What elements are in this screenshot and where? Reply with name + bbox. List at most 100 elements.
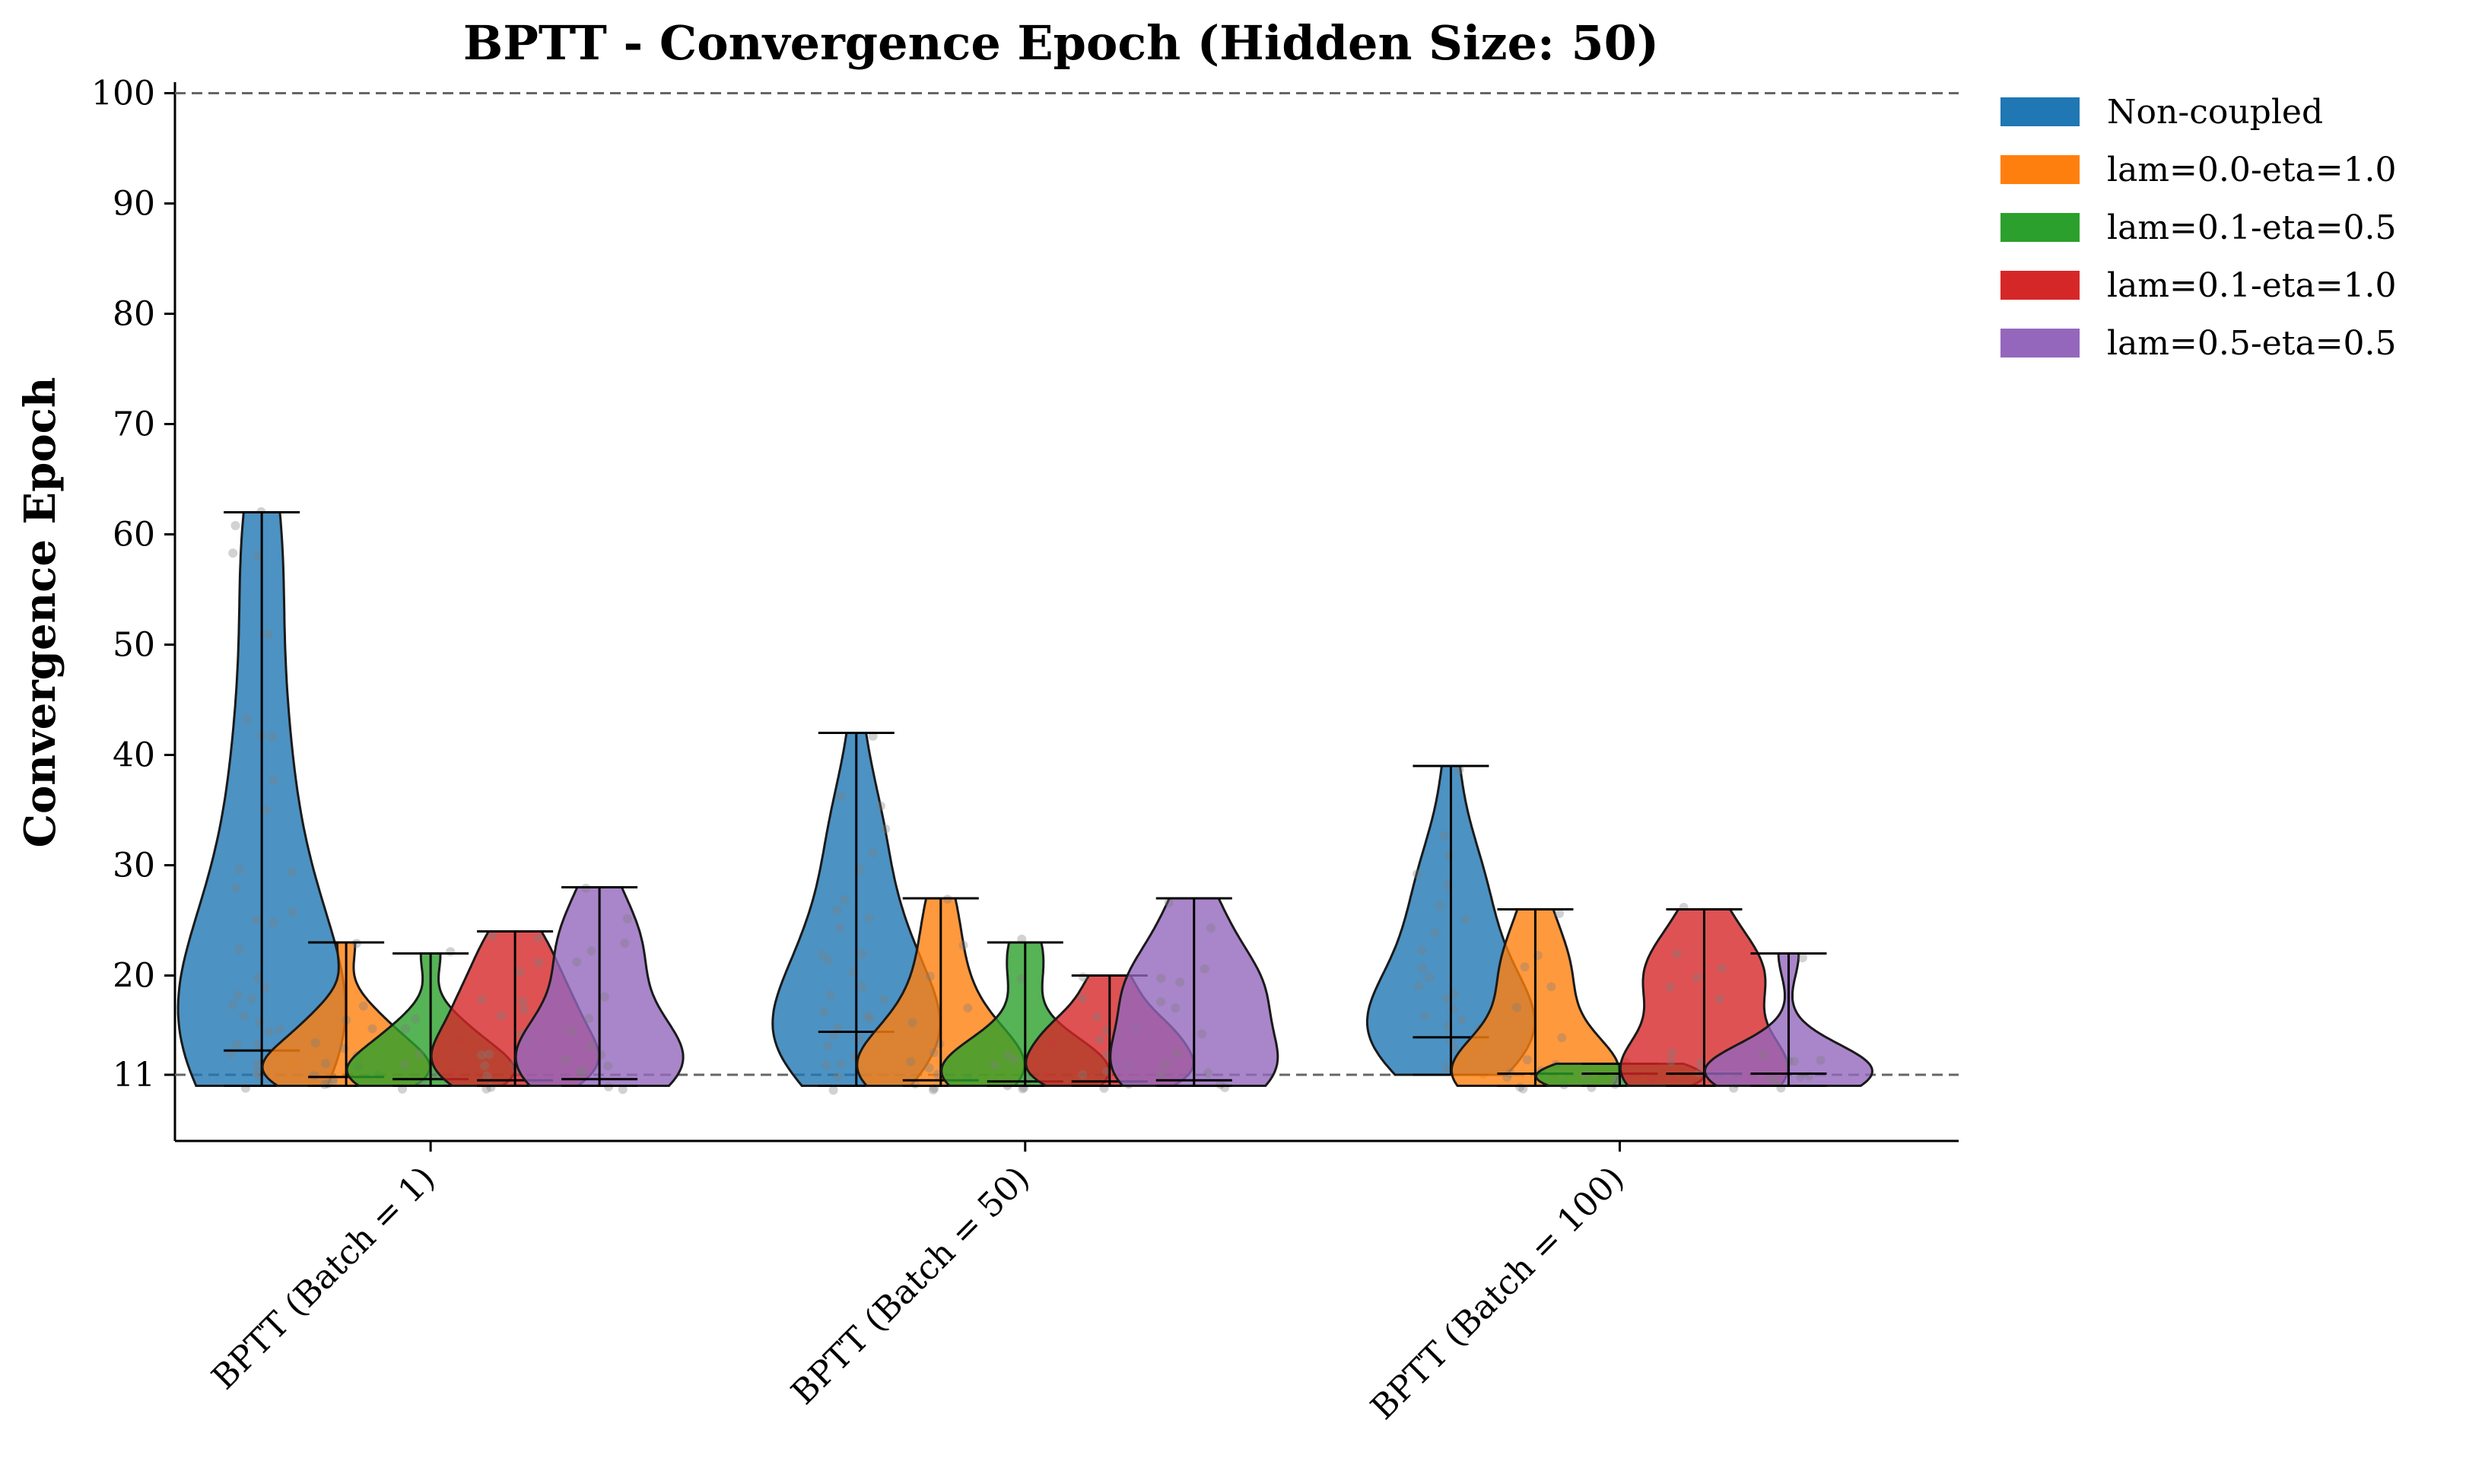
data-point	[1765, 1072, 1775, 1082]
data-point	[1413, 869, 1422, 879]
data-point	[1010, 1055, 1019, 1064]
y-tick-label: 70	[113, 405, 155, 444]
data-point	[518, 996, 528, 1006]
data-point	[864, 914, 874, 923]
data-point	[823, 955, 833, 965]
data-point	[828, 1085, 838, 1095]
data-point	[1520, 962, 1530, 972]
x-tick-label: BPTT (Batch = 50)	[784, 1159, 1038, 1413]
data-point	[255, 1017, 265, 1027]
data-point	[1789, 1057, 1799, 1066]
data-point	[1425, 972, 1435, 982]
data-point	[1759, 1050, 1768, 1059]
legend-swatch	[2000, 213, 2080, 242]
data-point	[401, 1024, 410, 1034]
data-point	[1003, 1050, 1013, 1060]
data-point	[1457, 1015, 1467, 1025]
plot-area: 11 20 30 40 50 60 70 80 90 100 BPTT (Batch = 1) BPT…	[91, 75, 1959, 1427]
data-point	[620, 939, 630, 948]
data-point	[833, 1072, 843, 1082]
data-point	[288, 907, 298, 917]
data-point	[1171, 1003, 1181, 1013]
data-point	[584, 1014, 594, 1023]
data-point	[228, 1000, 238, 1010]
data-point	[1557, 1033, 1567, 1043]
data-point	[1420, 1011, 1430, 1021]
data-point	[876, 801, 885, 811]
chart-title: BPTT - Convergence Epoch (Hidden Size: 5…	[463, 15, 1659, 71]
y-tick-label: 20	[113, 957, 155, 996]
data-point	[1157, 1069, 1167, 1079]
data-point	[1019, 1082, 1029, 1092]
data-point	[253, 1067, 262, 1077]
data-point	[1665, 982, 1675, 992]
data-point	[1444, 850, 1454, 860]
data-point	[251, 915, 261, 925]
data-point	[411, 1014, 420, 1024]
data-point	[1078, 993, 1087, 1003]
data-point	[1175, 977, 1185, 987]
data-point	[328, 1077, 338, 1087]
data-point	[1206, 923, 1216, 933]
data-point	[515, 967, 525, 977]
data-point	[488, 931, 497, 941]
data-point	[881, 824, 891, 834]
data-point	[906, 1057, 916, 1066]
data-point	[269, 917, 278, 927]
data-point	[1417, 945, 1427, 955]
data-point	[253, 1041, 263, 1050]
legend-swatch	[2000, 97, 2080, 126]
data-point	[586, 946, 596, 956]
data-point	[561, 1055, 570, 1064]
data-point	[1546, 982, 1556, 992]
data-point	[925, 971, 935, 981]
data-point	[310, 1071, 319, 1081]
data-point	[1092, 1012, 1101, 1022]
data-point	[486, 1082, 496, 1092]
data-point	[1095, 1034, 1104, 1044]
y-tick-label: 11	[113, 1056, 155, 1095]
data-point	[480, 1061, 490, 1071]
y-tick-label: 100	[91, 75, 155, 113]
data-point	[1587, 1082, 1597, 1092]
data-point	[1442, 993, 1451, 1003]
y-tick-label: 80	[113, 295, 155, 334]
data-point	[400, 1060, 410, 1069]
data-point	[1667, 1048, 1677, 1057]
data-point	[482, 1071, 492, 1081]
data-point	[907, 1018, 917, 1028]
data-point	[1717, 964, 1727, 973]
data-point	[1714, 994, 1724, 1004]
data-point	[836, 792, 846, 802]
data-point	[1200, 964, 1209, 974]
data-point	[275, 1025, 284, 1034]
data-point	[1448, 1004, 1457, 1014]
data-point	[497, 1011, 506, 1021]
data-point	[269, 775, 278, 785]
data-point	[1679, 902, 1689, 912]
data-point	[1156, 997, 1166, 1006]
data-point	[603, 1061, 613, 1071]
data-point	[1797, 953, 1807, 963]
data-point	[287, 867, 297, 877]
data-point	[232, 1039, 242, 1049]
data-point	[1156, 974, 1166, 984]
data-point	[477, 994, 487, 1004]
legend-label: lam=0.1-eta=1.0	[2107, 266, 2397, 305]
data-point	[836, 1059, 846, 1069]
legend-swatch	[2000, 329, 2080, 357]
data-point	[264, 1027, 274, 1037]
data-point	[253, 973, 263, 983]
data-point	[534, 958, 544, 968]
data-point	[415, 1049, 424, 1059]
legend: Non-coupled lam=0.0-eta=1.0 lam=0.1-eta=0.…	[2000, 93, 2397, 363]
data-point	[234, 944, 244, 954]
data-point	[235, 864, 244, 874]
data-point	[1417, 964, 1427, 973]
data-point	[253, 1059, 262, 1069]
data-point	[1512, 1003, 1522, 1012]
data-point	[1672, 949, 1682, 958]
data-point	[321, 1059, 331, 1069]
data-point	[928, 1085, 938, 1095]
